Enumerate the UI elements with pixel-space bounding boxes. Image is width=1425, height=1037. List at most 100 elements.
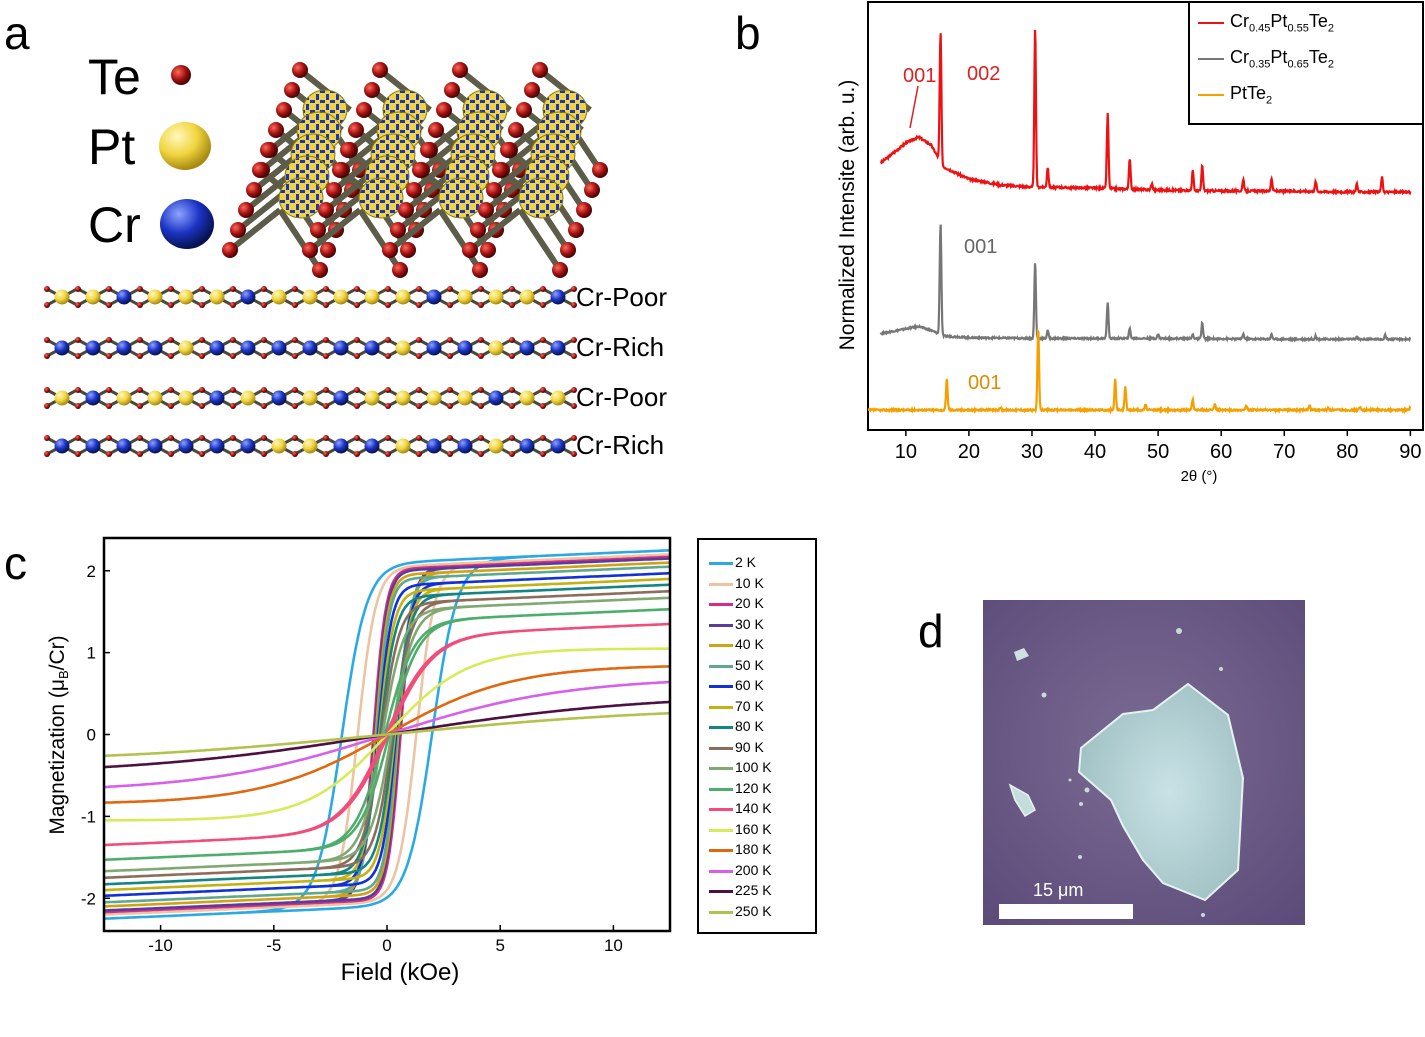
chain-atom	[457, 438, 473, 454]
mh-legend-swatch	[709, 849, 733, 852]
crystal-structure-illustration	[44, 62, 608, 457]
chain-atom	[488, 438, 504, 454]
mh-legend-label: 50 K	[735, 656, 764, 673]
chain-atom	[209, 390, 225, 406]
mh-series-70k	[104, 577, 670, 892]
layer-label-4: Cr-Rich	[576, 430, 665, 460]
chain-atom	[333, 340, 349, 356]
mh-legend-entry: 10 K	[709, 575, 809, 593]
mh-legend-swatch	[709, 869, 733, 873]
chain-atom	[364, 340, 380, 356]
chain-atom	[302, 438, 318, 454]
mh-legend-swatch	[709, 787, 733, 791]
mh-legend-entry: 225 K	[709, 882, 809, 900]
panel-b-letter: b	[735, 7, 761, 59]
mh-legend-swatch	[709, 562, 733, 565]
chain-atom	[209, 289, 225, 305]
mh-legend-swatch	[709, 890, 733, 893]
layer-label-1: Cr-Poor	[576, 282, 668, 312]
chain-atom	[426, 438, 442, 454]
chain-atom	[488, 390, 504, 406]
mh-legend-swatch	[709, 664, 733, 668]
legend-label-orange: PtTe2	[1230, 83, 1273, 107]
element-label-te: Te	[88, 49, 141, 105]
xrd-x-tick-label: 10	[895, 441, 917, 463]
mh-y-tick-label: 2	[87, 562, 96, 581]
mh-series-90k	[104, 589, 670, 880]
mh-legend-label: 250 K	[735, 902, 772, 919]
mh-legend-entry: 200 K	[709, 862, 809, 880]
mh-series-225k	[104, 700, 670, 769]
mh-series-40k	[104, 561, 670, 908]
layer-chains	[44, 286, 577, 457]
mh-series-100k	[104, 596, 670, 873]
chain-atom	[54, 340, 70, 356]
chain-atom	[395, 340, 411, 356]
chain-atom	[271, 289, 287, 305]
mixed-site-atom	[278, 177, 324, 219]
xrd-plot-frame	[867, 1, 1424, 431]
chain-atom	[457, 340, 473, 356]
mh-legend-label: 160 K	[735, 820, 772, 837]
chain-atom	[85, 289, 101, 305]
chain-atom	[519, 289, 535, 305]
xrd-series-1	[879, 224, 1412, 343]
legend-swatch-red	[1198, 22, 1224, 24]
mh-legend-swatch	[709, 767, 733, 770]
mh-legend-swatch	[709, 685, 733, 688]
chain-atom	[488, 340, 504, 356]
xrd-x-tick-label: 90	[1399, 441, 1421, 463]
mh-legend-swatch	[709, 746, 733, 750]
chain-atom	[54, 438, 70, 454]
legend-label-gray: Cr0.35Pt0.65Te2	[1230, 47, 1334, 71]
xrd-ylabel: Normalized Intensite (arb. u.)	[836, 80, 859, 351]
chain-atom	[395, 438, 411, 454]
chain-atom	[488, 289, 504, 305]
chain-atom	[457, 390, 473, 406]
legend-label-red: Cr0.45Pt0.55Te2	[1230, 11, 1334, 35]
mh-series-50k	[104, 565, 670, 904]
mh-xlabel: Field (kOe)	[341, 959, 460, 986]
chain-atom	[519, 438, 535, 454]
xrd-x-tick-label: 80	[1336, 441, 1358, 463]
chain-atom	[85, 438, 101, 454]
mh-legend-entry: 80 K	[709, 718, 809, 736]
mh-legend-entry: 30 K	[709, 616, 809, 634]
mh-x-tick-label: 10	[604, 936, 623, 955]
mh-y-tick-label: 0	[87, 726, 96, 745]
mh-legend-swatch	[709, 644, 733, 647]
chain-atom	[271, 390, 287, 406]
chain-atom	[550, 438, 566, 454]
mh-legend-entry: 100 K	[709, 759, 809, 777]
mh-legend-swatch	[709, 582, 733, 586]
mh-legend-swatch	[709, 910, 733, 914]
mh-series-140k	[104, 622, 670, 847]
element-label-cr: Cr	[88, 197, 141, 253]
xrd-series-0	[880, 29, 1412, 196]
mh-legend-label: 140 K	[735, 800, 772, 816]
mh-series-30k	[104, 557, 670, 912]
mh-series-200k	[104, 680, 670, 789]
mh-legend-entry: 40 K	[709, 636, 809, 654]
chain-atom	[178, 340, 194, 356]
chain-atom	[550, 340, 566, 356]
mh-x-tick-label: -5	[266, 936, 281, 955]
mh-series-10k	[104, 553, 670, 916]
mh-legend-label: 100 K	[735, 759, 772, 775]
mh-legend-swatch	[709, 603, 733, 606]
mh-legend-label: 120 K	[735, 779, 772, 796]
chain-atom	[85, 340, 101, 356]
mh-legend-entry: 250 K	[709, 903, 809, 921]
chain-atom	[240, 340, 256, 356]
chain-atom	[550, 289, 566, 305]
xrd-x-tick-label: 20	[958, 441, 980, 463]
optical-micrograph: 15 μm	[983, 600, 1305, 925]
gray-001-annotation: 001	[964, 236, 997, 258]
chain-atom	[178, 390, 194, 406]
mh-legend-label: 200 K	[735, 861, 772, 878]
xrd-x-tick-label: 60	[1210, 441, 1232, 463]
te-legend-ball	[171, 65, 191, 85]
mh-series-120k	[104, 607, 670, 862]
mh-legend-entry: 70 K	[709, 698, 809, 716]
